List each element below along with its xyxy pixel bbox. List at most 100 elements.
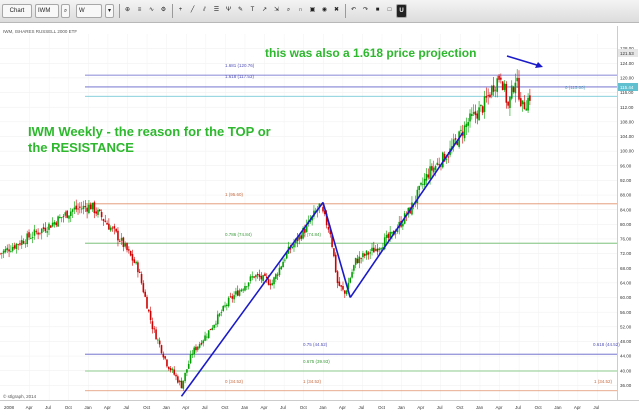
chevron-down-icon[interactable]: ▾ xyxy=(105,4,114,18)
candle-body xyxy=(82,205,85,209)
compare-icon[interactable]: ⊕ xyxy=(124,7,131,13)
x-tick-label: Oct xyxy=(300,405,308,410)
candle-body xyxy=(35,231,38,233)
candle-body xyxy=(285,252,288,259)
candle-body xyxy=(57,216,59,227)
time-axis[interactable] xyxy=(0,400,639,415)
candle-body xyxy=(389,231,391,239)
y-tick-label: 124.00 xyxy=(620,61,634,66)
candle-body xyxy=(10,250,12,252)
candle-body xyxy=(213,324,215,328)
candle-body xyxy=(173,369,176,375)
x-tick-label: Apr xyxy=(339,405,347,410)
candle-body xyxy=(64,212,67,216)
y-tick-label: 36.00 xyxy=(620,383,632,388)
bar-style-icon[interactable]: ≡ xyxy=(137,7,142,13)
candle-body xyxy=(255,275,257,278)
indicator-icon[interactable]: ∿ xyxy=(148,7,155,13)
settings-icon[interactable]: ⚙ xyxy=(160,7,167,13)
candle-body xyxy=(162,353,165,358)
candle-body xyxy=(309,220,312,222)
undo-icon[interactable]: ↶ xyxy=(350,7,357,13)
candle-body xyxy=(485,96,488,98)
x-tick-label: Jul xyxy=(593,405,599,410)
candle-body xyxy=(360,258,362,259)
x-tick-label: Jul xyxy=(515,405,521,410)
candle-body xyxy=(343,290,346,294)
y-tick-label: 128.00 xyxy=(620,46,634,51)
candle-body xyxy=(489,94,491,98)
candle-body xyxy=(363,254,366,256)
candle-body xyxy=(73,207,76,210)
candle-body xyxy=(356,258,359,264)
candle-body xyxy=(258,274,261,278)
x-tick-label: Apr xyxy=(574,405,582,410)
candle-body xyxy=(71,209,74,212)
x-tick-label: Oct xyxy=(456,405,464,410)
trendlines[interactable] xyxy=(180,132,464,397)
lock-icon[interactable]: ▣ xyxy=(309,7,316,13)
trash-icon[interactable]: ✖ xyxy=(333,7,340,13)
candle-body xyxy=(118,240,121,242)
crosshair-icon[interactable]: + xyxy=(178,7,183,13)
candle-body xyxy=(137,262,139,273)
candle-body xyxy=(518,77,520,100)
fib-tool-icon[interactable]: ☰ xyxy=(213,7,220,13)
candle-body xyxy=(490,85,493,96)
candle-body xyxy=(59,216,61,219)
candle-body xyxy=(423,178,426,186)
candle-body xyxy=(126,243,128,251)
measure-icon[interactable]: ⇲ xyxy=(273,7,280,13)
candle-body xyxy=(111,227,114,229)
candle-body xyxy=(138,271,141,273)
candle-body xyxy=(240,289,243,292)
candle-body xyxy=(391,231,393,234)
candle-body xyxy=(236,290,239,296)
redo-icon[interactable]: ↷ xyxy=(362,7,369,13)
candle-body xyxy=(373,247,375,253)
logo-icon[interactable]: U xyxy=(396,4,407,18)
brush-icon[interactable]: ✎ xyxy=(237,7,244,13)
candle-body xyxy=(97,209,99,215)
candle-body xyxy=(31,237,34,238)
price-tag-current xyxy=(618,83,638,91)
fib-label-0-bottom: 0 (34.52) xyxy=(225,379,244,384)
candle-body xyxy=(19,243,21,245)
candle-body xyxy=(516,77,518,82)
candle-body xyxy=(262,275,264,281)
period-select[interactable]: W xyxy=(76,4,102,18)
zoom-icon[interactable]: ⌕ xyxy=(286,7,291,13)
fib-label-1618: 1.618 (117.53) xyxy=(225,74,254,79)
x-tick-label: Oct xyxy=(535,405,543,410)
eye-icon[interactable]: ◉ xyxy=(321,7,328,13)
camera-icon[interactable]: ■ xyxy=(375,7,380,13)
candle-body xyxy=(271,283,274,286)
candle-body xyxy=(11,247,14,251)
candle-body xyxy=(157,339,159,341)
arrow-tool-icon[interactable]: ↗ xyxy=(261,7,268,13)
symbol-search-icon[interactable]: ⌕ xyxy=(61,4,70,18)
magnet-icon[interactable]: ∩ xyxy=(298,7,303,13)
channel-tool-icon[interactable]: ⫽ xyxy=(203,7,206,13)
text-tool-icon[interactable]: T xyxy=(250,7,255,13)
chart-tab[interactable]: Chart xyxy=(2,4,32,18)
candle-body xyxy=(382,247,384,249)
candle-body xyxy=(218,313,221,316)
candle-body xyxy=(296,236,299,242)
candle-body xyxy=(371,247,373,251)
candle-body xyxy=(300,235,303,239)
y-tick-label: 88.00 xyxy=(620,193,632,198)
symbol-input[interactable]: IWM xyxy=(35,4,59,18)
pitchfork-icon[interactable]: Ψ xyxy=(225,7,231,13)
y-tick-labels: 128.00 124.00 120.00 116.00 112.00 108.00 104.… xyxy=(620,46,634,388)
line-tool-icon[interactable]: ╱ xyxy=(190,7,195,13)
candle-body xyxy=(195,346,197,351)
toolbar-divider xyxy=(345,4,346,18)
candle-body xyxy=(108,223,110,230)
candle-body xyxy=(276,274,279,276)
candle-body xyxy=(445,158,448,160)
price-axis[interactable] xyxy=(617,26,639,400)
candle-body xyxy=(33,229,36,236)
fullscreen-icon[interactable]: □ xyxy=(387,7,392,13)
